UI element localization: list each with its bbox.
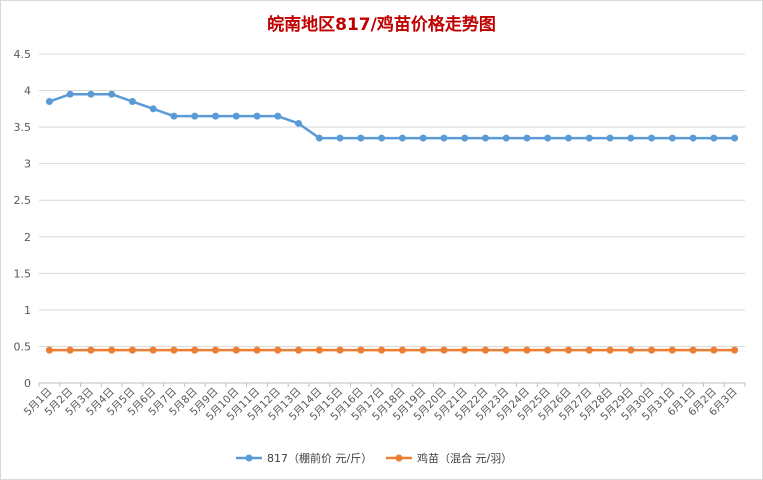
data-point-series-1 bbox=[336, 134, 344, 142]
data-point-series-2 bbox=[191, 346, 199, 354]
data-point-series-2 bbox=[128, 346, 136, 354]
y-tick-label: 1 bbox=[24, 304, 31, 317]
data-point-series-1 bbox=[108, 90, 116, 98]
legend-swatch-marker bbox=[395, 454, 403, 462]
series-line-1 bbox=[48, 92, 735, 140]
legend-label: 817（棚前价 元/斤） bbox=[267, 451, 372, 465]
y-tick-label: 2 bbox=[24, 231, 31, 244]
data-point-series-1 bbox=[689, 134, 697, 142]
data-point-series-2 bbox=[315, 346, 323, 354]
data-point-series-1 bbox=[212, 112, 219, 120]
y-tick-label: 2.5 bbox=[14, 194, 32, 207]
y-tick-label: 3 bbox=[24, 158, 31, 171]
data-point-series-2 bbox=[232, 346, 240, 354]
data-point-series-2 bbox=[398, 346, 406, 354]
data-point-series-1 bbox=[502, 134, 510, 142]
data-point-series-2 bbox=[295, 346, 303, 354]
legend-swatch-marker bbox=[245, 454, 253, 462]
data-point-series-1 bbox=[585, 134, 593, 142]
data-point-series-2 bbox=[544, 346, 552, 354]
data-point-series-2 bbox=[565, 346, 572, 354]
legend-label: 鸡苗（混合 元/羽） bbox=[417, 451, 512, 465]
data-point-series-2 bbox=[648, 346, 656, 354]
y-tick-label: 4.5 bbox=[14, 48, 32, 61]
data-point-series-2 bbox=[357, 346, 365, 354]
data-point-series-1 bbox=[565, 134, 572, 142]
data-point-series-1 bbox=[357, 134, 365, 142]
data-point-series-1 bbox=[191, 112, 199, 120]
data-point-series-1 bbox=[627, 134, 635, 142]
data-point-series-1 bbox=[544, 134, 552, 142]
chart-title: 皖南地区817/鸡苗价格走势图 bbox=[267, 15, 496, 35]
data-point-series-1 bbox=[398, 134, 406, 142]
data-point-series-1 bbox=[128, 98, 136, 106]
data-point-series-2 bbox=[689, 346, 697, 354]
gridlines bbox=[39, 53, 745, 347]
data-point-series-2 bbox=[66, 346, 74, 354]
y-tick-label: 0 bbox=[24, 377, 31, 390]
data-point-series-1 bbox=[149, 105, 157, 113]
data-point-series-2 bbox=[45, 346, 53, 354]
data-point-series-2 bbox=[502, 346, 510, 354]
data-point-series-2 bbox=[253, 346, 261, 354]
data-point-series-1 bbox=[253, 112, 261, 120]
x-axis: 5月1日5月2日5月3日5月4日5月5日5月6日5月7日5月8日5月9日5月10… bbox=[22, 382, 746, 423]
y-tick-label: 1.5 bbox=[14, 267, 32, 280]
data-point-series-2 bbox=[461, 346, 469, 354]
data-point-series-2 bbox=[731, 346, 739, 354]
data-point-series-2 bbox=[378, 346, 386, 354]
data-point-series-2 bbox=[627, 346, 635, 354]
legend: 817（棚前价 元/斤） 鸡苗（混合 元/羽） bbox=[236, 451, 512, 465]
data-point-series-1 bbox=[710, 134, 718, 142]
data-point-series-1 bbox=[668, 134, 676, 142]
data-point-series-1 bbox=[315, 134, 323, 142]
data-point-series-1 bbox=[481, 134, 489, 142]
data-point-series-1 bbox=[274, 112, 282, 120]
data-point-series-1 bbox=[731, 134, 739, 142]
data-point-series-1 bbox=[45, 98, 53, 106]
y-tick-label: 3.5 bbox=[14, 121, 32, 134]
data-point-series-2 bbox=[585, 346, 593, 354]
data-point-series-2 bbox=[108, 346, 116, 354]
data-point-series-1 bbox=[606, 134, 614, 142]
data-point-series-2 bbox=[212, 346, 219, 354]
series-group bbox=[45, 90, 739, 354]
data-point-series-1 bbox=[648, 134, 656, 142]
data-point-series-2 bbox=[440, 346, 448, 354]
data-point-series-1 bbox=[170, 112, 178, 120]
data-point-series-1 bbox=[295, 119, 303, 127]
data-point-series-2 bbox=[274, 346, 282, 354]
data-point-series-1 bbox=[66, 90, 74, 98]
data-point-series-2 bbox=[170, 346, 178, 354]
data-point-series-2 bbox=[481, 346, 489, 354]
y-axis: 0 0.5 1 1.5 2 2.5 3 3.5 4 4.5 bbox=[14, 48, 32, 390]
y-tick-label: 0.5 bbox=[14, 340, 32, 353]
data-point-series-2 bbox=[668, 346, 676, 354]
data-point-series-2 bbox=[523, 346, 531, 354]
data-point-series-1 bbox=[87, 90, 95, 98]
data-point-series-2 bbox=[87, 346, 95, 354]
data-point-series-2 bbox=[149, 346, 157, 354]
data-point-series-1 bbox=[440, 134, 448, 142]
data-point-series-2 bbox=[710, 346, 718, 354]
y-tick-label: 4 bbox=[24, 85, 31, 98]
data-point-series-1 bbox=[232, 112, 240, 120]
data-point-series-2 bbox=[336, 346, 344, 354]
data-point-series-1 bbox=[523, 134, 531, 142]
data-point-series-1 bbox=[461, 134, 469, 142]
data-point-series-2 bbox=[606, 346, 614, 354]
data-point-series-2 bbox=[419, 346, 427, 354]
data-point-series-1 bbox=[419, 134, 427, 142]
data-point-series-1 bbox=[378, 134, 386, 142]
